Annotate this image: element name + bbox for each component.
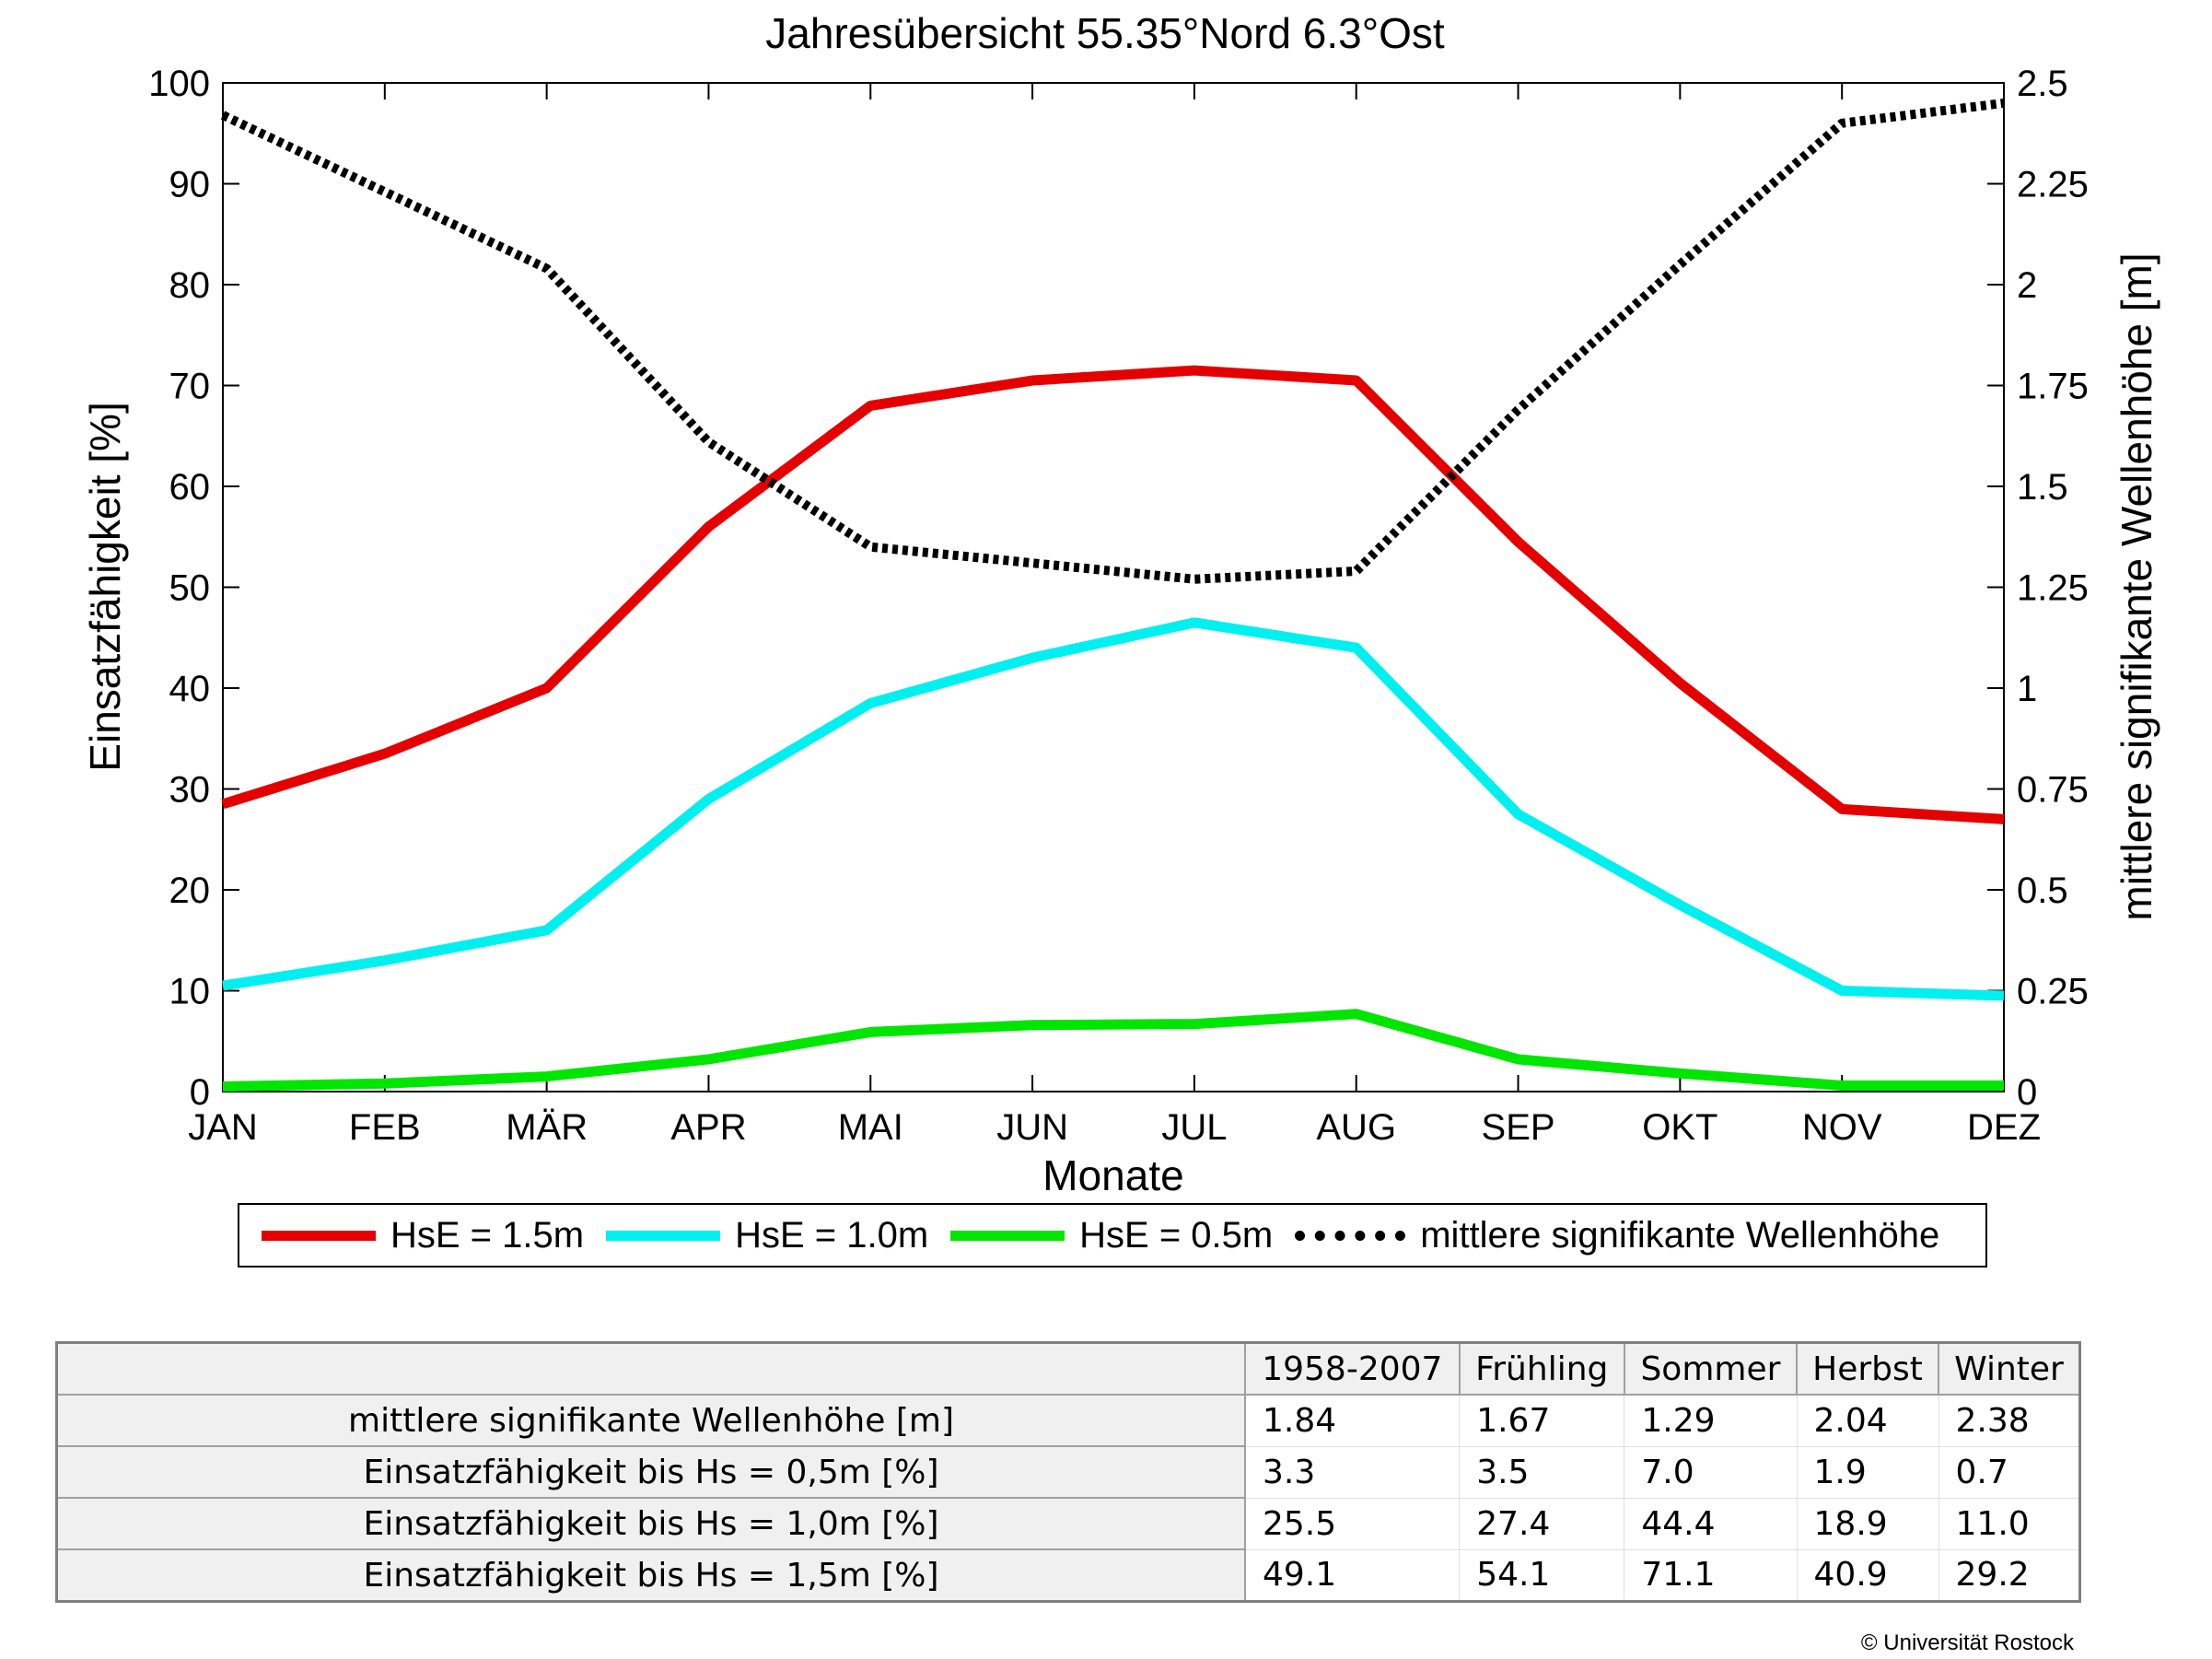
legend-item-hse-1-0: HsE = 1.0m: [606, 1215, 928, 1256]
column-header: Winter: [1938, 1341, 2081, 1396]
x-axis-label: Monate: [1042, 1151, 1183, 1198]
x-tick-label: JUL: [1161, 1107, 1227, 1148]
legend: HsE = 1.5m HsE = 1.0m HsE = 0.5m mittler…: [238, 1203, 1987, 1268]
table-cell: 1.84: [1245, 1395, 1461, 1447]
table-row: mittlere signifikante Wellenhöhe [m] 1.8…: [55, 1394, 2081, 1447]
table-cell: 7.0: [1624, 1446, 1798, 1499]
table-corner-cell: [55, 1341, 1246, 1396]
column-header: Sommer: [1623, 1341, 1799, 1396]
x-tick-label: APR: [670, 1107, 746, 1148]
y-tick-label: 100: [148, 64, 210, 104]
row-header: Einsatzfähigkeit bis Hs = 0,5m [%]: [55, 1445, 1246, 1499]
y2-tick-label: 0.25: [2017, 972, 2089, 1012]
legend-item-wave-height: mittlere signifikante Wellenhöhe: [1295, 1215, 1939, 1256]
x-tick-label: MAI: [838, 1107, 903, 1148]
y2-tick-label: 0.75: [2017, 770, 2089, 811]
table-cell: 18.9: [1797, 1498, 1939, 1550]
y-tick-label: 0: [190, 1072, 210, 1113]
row-header: Einsatzfähigkeit bis Hs = 1,5m [%]: [55, 1548, 1246, 1603]
legend-item-hse-0-5: HsE = 0.5m: [950, 1215, 1273, 1256]
table-cell: 1.29: [1624, 1395, 1798, 1447]
table-row: Einsatzfähigkeit bis Hs = 1,5m [%] 49.1 …: [55, 1548, 2081, 1603]
y-tick-label: 80: [169, 265, 211, 306]
legend-swatch-black-dotted: [1295, 1230, 1406, 1241]
table-cell: 1.67: [1459, 1395, 1625, 1447]
table-row: Einsatzfähigkeit bis Hs = 0,5m [%] 3.3 3…: [55, 1445, 2081, 1499]
table-cell: 29.2: [1938, 1549, 2081, 1602]
summary-table: 1958-2007 Frühling Sommer Herbst Winter …: [55, 1341, 2081, 1603]
table-cell: 11.0: [1938, 1498, 2081, 1550]
legend-label: HsE = 1.5m: [390, 1214, 585, 1256]
legend-label: mittlere signifikante Wellenhöhe: [1420, 1214, 1940, 1256]
chart-title: Jahresübersicht 55.35°Nord 6.3°Ost: [765, 9, 1445, 57]
column-header: 1958-2007: [1244, 1341, 1461, 1396]
row-header: mittlere signifikante Wellenhöhe [m]: [55, 1394, 1246, 1447]
x-tick-label: JAN: [188, 1107, 258, 1148]
y2-tick-label: 1.75: [2017, 367, 2089, 407]
legend-item-hse-1-5: HsE = 1.5m: [262, 1215, 584, 1256]
y-axis-label: Einsatzfähigkeit [%]: [81, 402, 129, 771]
x-tick-label: AUG: [1316, 1107, 1396, 1148]
y-tick-label: 50: [169, 568, 211, 609]
axis-ticks: 0 10 20 30 40 50 60 70 80 90 100 0 0.25 0.5 0.75 1 1.25 1…: [148, 64, 2089, 1148]
y-tick-label: 60: [169, 467, 211, 508]
table-cell: 2.38: [1938, 1395, 2081, 1447]
y-tick-label: 90: [169, 165, 211, 205]
x-tick-label: JUN: [996, 1107, 1068, 1148]
y2-axis-label: mittlere signifikante Wellenhöhe [m]: [2113, 252, 2160, 920]
table-cell: 1.9: [1797, 1446, 1939, 1499]
y2-tick-label: 0.5: [2017, 870, 2068, 911]
y2-tick-label: 2.25: [2017, 165, 2089, 205]
y2-tick-label: 2.5: [2017, 64, 2068, 104]
y2-tick-label: 1.25: [2017, 568, 2089, 609]
table-row: Einsatzfähigkeit bis Hs = 1,0m [%] 25.5 …: [55, 1497, 2081, 1550]
table-cell: 49.1: [1245, 1549, 1461, 1602]
x-tick-label: OKT: [1642, 1107, 1717, 1148]
table-cell: 2.04: [1797, 1395, 1939, 1447]
y-tick-label: 70: [169, 367, 211, 407]
x-tick-label: FEB: [349, 1107, 421, 1148]
x-tick-label: MÄR: [506, 1107, 588, 1148]
y2-tick-label: 2: [2017, 265, 2037, 306]
table-cell: 40.9: [1797, 1549, 1939, 1602]
legend-swatch-red: [262, 1230, 376, 1241]
legend-swatch-cyan: [606, 1230, 721, 1241]
x-tick-label: DEZ: [1967, 1107, 2041, 1148]
series-lines: [220, 98, 2005, 1092]
table-cell: 0.7: [1938, 1446, 2081, 1499]
series-line-0: [221, 365, 2005, 824]
y-tick-label: 20: [169, 870, 211, 911]
legend-label: HsE = 0.5m: [1079, 1214, 1274, 1256]
table-cell: 71.1: [1624, 1549, 1798, 1602]
series-line-3: [220, 98, 2005, 584]
legend-label: HsE = 1.0m: [735, 1214, 929, 1256]
row-header: Einsatzfähigkeit bis Hs = 1,0m [%]: [55, 1497, 1246, 1550]
legend-swatch-green: [950, 1230, 1065, 1241]
series-line-1: [222, 617, 2005, 1001]
column-header: Herbst: [1796, 1341, 1940, 1396]
x-tick-label: SEP: [1482, 1107, 1555, 1148]
table-header-row: 1958-2007 Frühling Sommer Herbst Winter: [55, 1341, 2081, 1396]
table-cell: 27.4: [1459, 1498, 1625, 1550]
table-cell: 25.5: [1245, 1498, 1461, 1550]
table-cell: 54.1: [1459, 1549, 1625, 1602]
y-tick-label: 10: [169, 972, 211, 1012]
table-cell: 3.3: [1245, 1446, 1461, 1499]
table-cell: 3.5: [1459, 1446, 1625, 1499]
copyright-notice: © Universität Rostock: [1860, 1630, 2074, 1655]
chart: Jahresübersicht 55.35°Nord 6.3°Ost 01020…: [81, 9, 2160, 1198]
column-header: Frühling: [1458, 1341, 1625, 1396]
y2-tick-label: 1: [2017, 669, 2037, 709]
table-cell: 44.4: [1624, 1498, 1798, 1550]
y2-tick-label: 1.5: [2017, 467, 2068, 508]
y2-tick-label: 0: [2017, 1072, 2037, 1113]
series-line-2: [222, 1009, 2004, 1092]
y-tick-label: 30: [169, 770, 211, 811]
x-tick-label: NOV: [1802, 1107, 1882, 1148]
y-tick-label: 40: [169, 669, 211, 709]
